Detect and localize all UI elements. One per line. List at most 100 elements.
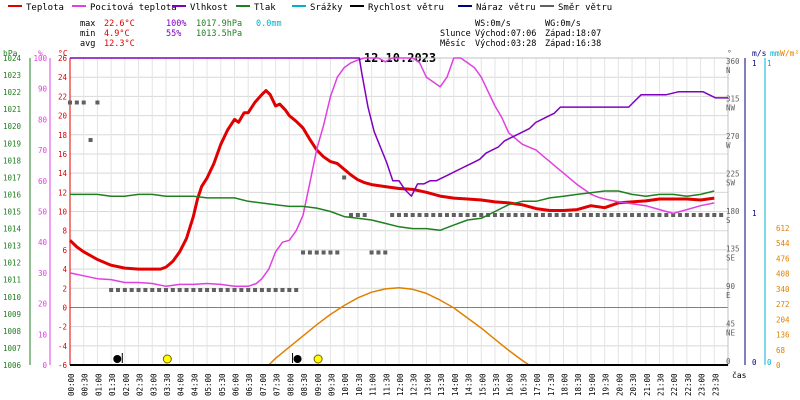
direction-compass-label: N bbox=[726, 66, 731, 75]
wind-direction-dot bbox=[259, 288, 264, 292]
wind-direction-dot bbox=[540, 213, 545, 217]
x-tick-label: 18:30 bbox=[574, 373, 583, 396]
wind-direction-dot bbox=[657, 213, 662, 217]
wind-direction-dot bbox=[712, 213, 717, 217]
x-tick-label: 07:30 bbox=[273, 373, 282, 396]
x-tick-label: 21:00 bbox=[643, 373, 652, 396]
wind-direction-dot bbox=[280, 288, 285, 292]
pressure-tick-label: 1024 bbox=[3, 54, 22, 63]
stat-value: 55% bbox=[166, 29, 181, 39]
pressure-tick-label: 1017 bbox=[3, 173, 21, 182]
wind-direction-dot bbox=[294, 288, 299, 292]
sun-moon-markers bbox=[113, 353, 323, 364]
legend-label: Pocitová teplota bbox=[90, 3, 177, 13]
wind-direction-dot bbox=[349, 213, 354, 217]
x-tick-label: 12:00 bbox=[396, 373, 405, 396]
radiation-tick-label: 408 bbox=[776, 270, 790, 279]
moonrise-icon bbox=[113, 355, 122, 363]
wind-direction-dot bbox=[81, 100, 86, 105]
direction-compass-label: NE bbox=[726, 329, 736, 338]
wind-direction-dot bbox=[369, 250, 374, 255]
direction-tick-label: 180 bbox=[726, 207, 740, 216]
pressure-tick-label: 1009 bbox=[3, 310, 21, 319]
direction-tick-label: 315 bbox=[726, 95, 740, 104]
pressure-tick-label: 1020 bbox=[3, 122, 22, 131]
x-tick-label: 20:30 bbox=[629, 373, 638, 396]
wind-direction-dot bbox=[170, 288, 175, 292]
radiation-tick-label: 136 bbox=[776, 331, 790, 340]
wind-speed-tick-label: 1 bbox=[752, 59, 757, 68]
wind-direction-dot bbox=[719, 213, 724, 217]
wind-direction-dot bbox=[561, 213, 566, 217]
radiation-tick-label: 0 bbox=[776, 361, 781, 370]
direction-compass-label: SW bbox=[726, 179, 736, 188]
axis-title-ms: m/s bbox=[752, 49, 767, 58]
wind-direction-dot bbox=[547, 213, 552, 217]
wind-direction-dot bbox=[636, 213, 641, 217]
wind-direction-dot bbox=[499, 213, 504, 217]
wind-direction-dot bbox=[198, 288, 203, 292]
pressure-tick-label: 1014 bbox=[3, 225, 22, 234]
pressure-tick-label: 1019 bbox=[3, 139, 21, 148]
pressure-tick-label: 1007 bbox=[3, 344, 21, 353]
wind-direction-dot bbox=[431, 213, 436, 217]
x-tick-label: 02:30 bbox=[136, 373, 145, 396]
wind-gust-value: WG:0m/s bbox=[545, 19, 581, 29]
wind-direction-dot bbox=[438, 213, 443, 217]
series-line bbox=[69, 57, 715, 288]
wind-direction-dot bbox=[218, 288, 223, 292]
x-tick-label: 22:00 bbox=[670, 373, 679, 396]
pressure-tick-label: 1006 bbox=[3, 361, 22, 370]
x-axis-title: čas bbox=[732, 370, 747, 380]
wind-direction-dot bbox=[122, 288, 127, 292]
wind-direction-dot bbox=[444, 213, 449, 217]
left-axes: hPa% °C1006100710081009101010111012101310… bbox=[3, 49, 71, 370]
wind-direction-dot bbox=[705, 213, 710, 217]
radiation-tick-label: 68 bbox=[776, 346, 786, 355]
wind-direction-dot bbox=[191, 288, 196, 292]
humidity-tick-label: 100 bbox=[33, 54, 47, 63]
axis-title-pct: % bbox=[38, 49, 43, 58]
x-tick-label: 15:30 bbox=[492, 373, 501, 396]
sunrise-value: Východ:07:06 bbox=[475, 29, 536, 39]
humidity-tick-label: 70 bbox=[38, 146, 48, 155]
direction-tick-label: 0 bbox=[726, 357, 731, 366]
wind-direction-dot bbox=[520, 213, 525, 217]
direction-tick-label: 360 bbox=[726, 57, 740, 66]
wind-direction-dot bbox=[671, 213, 676, 217]
wind-direction-dot bbox=[95, 100, 100, 105]
grid bbox=[69, 57, 729, 366]
wind-direction-dot bbox=[403, 213, 408, 217]
axis-title-degc: °C bbox=[58, 49, 68, 58]
direction-compass-label: S bbox=[726, 216, 731, 225]
temperature-tick-label: -2 bbox=[58, 323, 67, 332]
pressure-tick-label: 1013 bbox=[3, 242, 21, 251]
stat-value: 22.6°C bbox=[104, 19, 135, 29]
wind-direction-dot bbox=[314, 250, 319, 255]
x-tick-label: 20:00 bbox=[615, 373, 624, 396]
temperature-tick-label: 12 bbox=[58, 188, 67, 197]
wind-direction-dot bbox=[273, 288, 278, 292]
x-tick-label: 14:00 bbox=[451, 373, 460, 396]
wind-direction-dot bbox=[232, 288, 237, 292]
humidity-tick-label: 10 bbox=[38, 330, 48, 339]
legend-label: Náraz větru bbox=[476, 3, 536, 13]
x-tick-label: 03:00 bbox=[149, 373, 158, 396]
radiation-tick-label: 544 bbox=[776, 239, 790, 248]
humidity-tick-label: 30 bbox=[38, 269, 48, 278]
direction-tick-label: 270 bbox=[726, 132, 740, 141]
humidity-tick-label: 20 bbox=[38, 300, 48, 309]
moonset-icon bbox=[293, 355, 302, 363]
wind-direction-dot bbox=[595, 213, 600, 217]
stat-value: avg bbox=[80, 39, 95, 49]
series-line bbox=[68, 89, 715, 271]
wind-direction-dot bbox=[554, 213, 559, 217]
legend-label: Rychlost větru bbox=[368, 3, 444, 13]
wind-direction-dot bbox=[68, 100, 72, 105]
stat-value: min bbox=[80, 29, 95, 39]
humidity-tick-label: 50 bbox=[38, 208, 48, 217]
x-tick-label: 10:30 bbox=[355, 373, 364, 396]
wind-direction-dot bbox=[342, 175, 347, 180]
direction-compass-label: SE bbox=[726, 254, 736, 263]
